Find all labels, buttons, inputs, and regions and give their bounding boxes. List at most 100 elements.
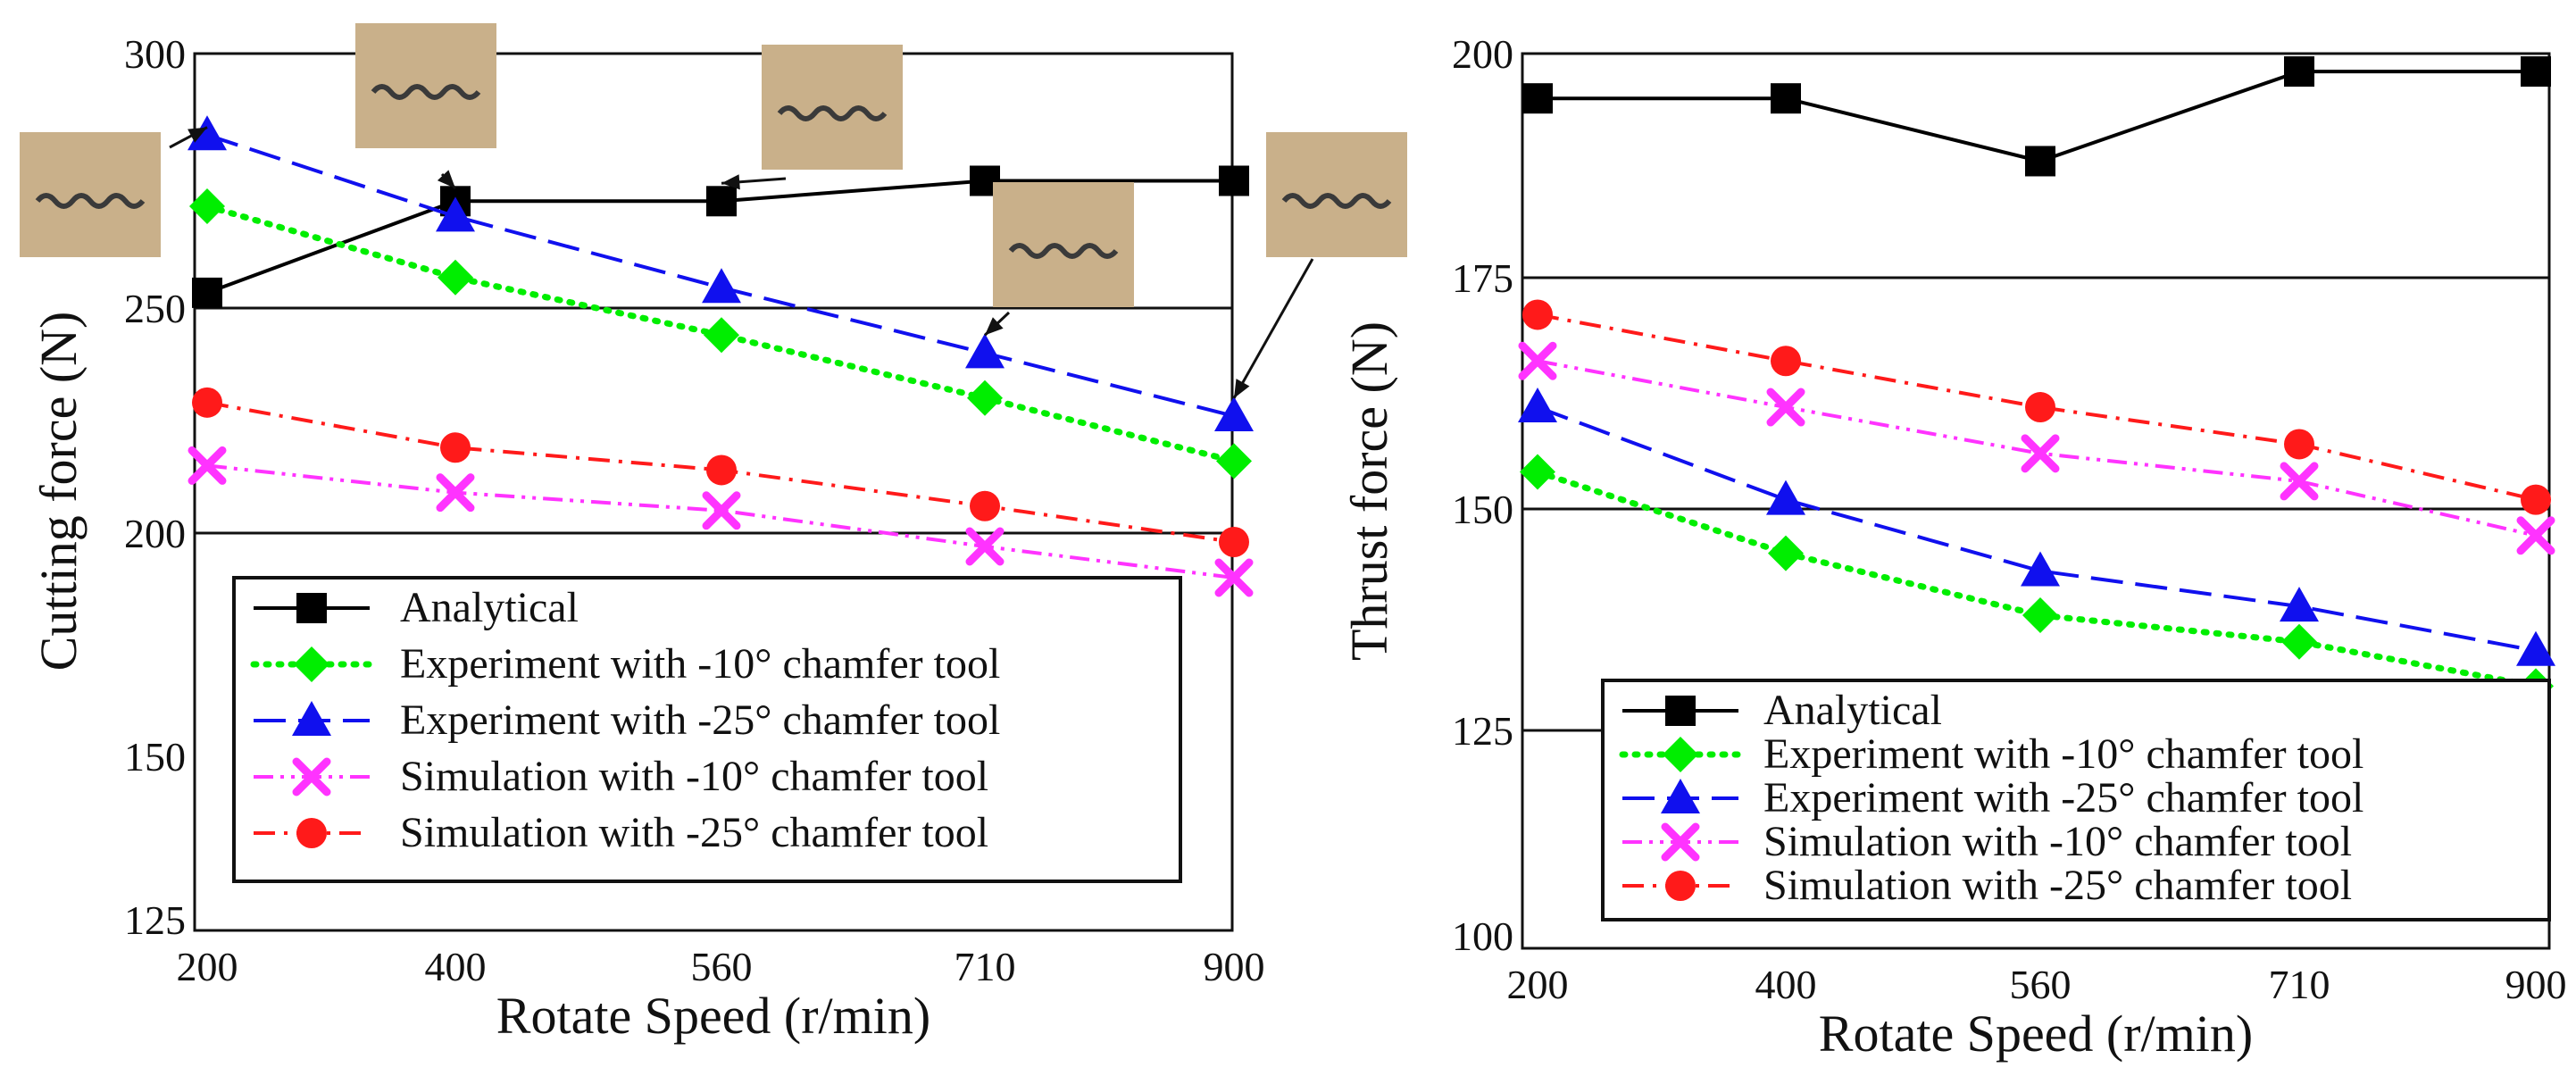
chip-pointer-arrowhead bbox=[1234, 379, 1250, 398]
data-point-analytical-900 bbox=[2521, 56, 2551, 88]
data-point-exp10-560 bbox=[704, 317, 739, 354]
data-point-analytical-200 bbox=[1522, 83, 1553, 114]
data-point-exp25-200 bbox=[1518, 388, 1557, 423]
legend-marker-exp25 bbox=[292, 701, 331, 736]
data-point-sim25-200 bbox=[1522, 299, 1553, 330]
data-point-sim25-710 bbox=[970, 490, 1000, 521]
y-tick-label: 125 bbox=[1452, 708, 1513, 754]
data-point-sim10-560 bbox=[702, 491, 741, 530]
y-axis-label: Cutting force (N) bbox=[29, 312, 88, 671]
data-point-exp10-400 bbox=[438, 259, 473, 296]
x-tick-label: 560 bbox=[691, 944, 753, 989]
legend-marker-sim10 bbox=[292, 757, 331, 796]
data-point-sim25-900 bbox=[1219, 527, 1249, 557]
chip-photo-560 bbox=[721, 45, 903, 190]
data-point-exp25-710 bbox=[965, 333, 1005, 369]
series-line-exp25 bbox=[1537, 405, 2537, 653]
data-point-sim10-200 bbox=[1518, 341, 1557, 380]
x-tick-label: 710 bbox=[955, 944, 1016, 989]
legend-marker-sim25 bbox=[296, 818, 327, 848]
y-axis-label: Thrust force (N) bbox=[1340, 321, 1398, 661]
data-point-exp25-400 bbox=[1766, 479, 1805, 515]
legend-label-exp10: Experiment with -10° chamfer tool bbox=[400, 640, 1000, 688]
chip-shape bbox=[1281, 193, 1392, 209]
x-tick-label: 200 bbox=[177, 944, 238, 989]
series-exp25 bbox=[188, 115, 1254, 431]
legend-marker-exp25 bbox=[1661, 779, 1700, 813]
legend-marker-analytical bbox=[296, 593, 327, 623]
data-point-exp25-560 bbox=[2021, 551, 2060, 587]
y-tick-label: 250 bbox=[124, 286, 186, 331]
data-point-analytical-560 bbox=[2025, 146, 2055, 177]
series-analytical bbox=[1522, 56, 2551, 177]
x-tick-label: 900 bbox=[2505, 962, 2567, 1007]
series-exp10 bbox=[1520, 454, 2554, 705]
data-point-sim10-710 bbox=[965, 527, 1005, 566]
x-tick-label: 710 bbox=[2269, 962, 2330, 1007]
data-point-sim10-200 bbox=[188, 446, 227, 485]
plot-frame bbox=[193, 52, 1234, 932]
y-tick-label: 100 bbox=[1452, 913, 1513, 959]
data-point-analytical-710 bbox=[2284, 56, 2314, 88]
data-point-exp10-710 bbox=[2281, 623, 2317, 660]
chip-pointer-arrowhead bbox=[721, 174, 740, 190]
series-exp25 bbox=[1518, 388, 2555, 666]
data-point-sim10-900 bbox=[1214, 558, 1254, 597]
series-sim25 bbox=[192, 387, 1249, 557]
x-axis-label: Rotate Speed (r/min) bbox=[1819, 1005, 2253, 1063]
chip-shape bbox=[777, 105, 888, 121]
x-tick-label: 560 bbox=[2010, 962, 2072, 1007]
data-point-exp10-400 bbox=[1768, 535, 1804, 571]
chart-panel-1: 125 150 200 250 300 200 400 560 710 900 Rotate Spe… bbox=[20, 23, 1407, 1045]
chip-photo-200 bbox=[20, 126, 208, 257]
chip-pointer-arrowhead bbox=[985, 317, 1004, 336]
legend-label-exp25: Experiment with -25° chamfer tool bbox=[1763, 774, 2363, 821]
chip-pointer-arrowhead bbox=[437, 170, 455, 188]
data-point-sim25-560 bbox=[706, 454, 737, 486]
chip-shape bbox=[35, 193, 146, 209]
data-point-sim10-400 bbox=[1766, 388, 1805, 427]
series-exp10 bbox=[189, 188, 1252, 479]
data-point-analytical-200 bbox=[192, 277, 222, 308]
data-point-exp25-710 bbox=[2280, 587, 2319, 622]
data-point-sim10-710 bbox=[2280, 462, 2319, 501]
chip-pointer-arrowhead bbox=[188, 127, 207, 143]
data-point-sim10-400 bbox=[436, 473, 475, 513]
chart-panel-2: 100 125 150 175 200 200 400 560 710 900 Rotate Spe… bbox=[1340, 31, 2567, 1063]
legend-marker-sim10 bbox=[1661, 822, 1700, 862]
data-point-exp10-710 bbox=[967, 379, 1003, 416]
chip-shape bbox=[371, 84, 481, 100]
chip-shape bbox=[1008, 243, 1119, 259]
data-point-sim25-900 bbox=[2521, 484, 2551, 515]
y-tick-label: 125 bbox=[124, 897, 186, 943]
y-tick-label: 150 bbox=[1452, 487, 1513, 532]
legend-label-analytical: Analytical bbox=[1763, 687, 1942, 734]
chip-photo-400 bbox=[355, 23, 496, 190]
data-point-sim10-900 bbox=[2516, 516, 2555, 555]
data-point-sim25-400 bbox=[1771, 346, 1801, 377]
data-point-sim25-710 bbox=[2284, 429, 2314, 460]
series-sim10 bbox=[188, 446, 1254, 597]
data-point-analytical-560 bbox=[706, 186, 737, 217]
legend-label-sim25: Simulation with -25° chamfer tool bbox=[1763, 862, 2352, 909]
data-point-exp25-900 bbox=[1214, 396, 1254, 431]
y-tick-label: 200 bbox=[124, 511, 186, 556]
x-tick-label: 400 bbox=[1755, 962, 1817, 1007]
legend-box bbox=[1601, 679, 2551, 921]
series-analytical bbox=[192, 165, 1249, 308]
y-tick-label: 150 bbox=[124, 734, 186, 780]
legend-label-exp10: Experiment with -10° chamfer tool bbox=[1763, 730, 2363, 778]
chip-photo-900 bbox=[1232, 132, 1407, 399]
legend-label-sim10: Simulation with -10° chamfer tool bbox=[400, 753, 988, 800]
series-sim10 bbox=[1518, 341, 2555, 555]
y-tick-label: 200 bbox=[1452, 31, 1513, 77]
chip-pointer-line bbox=[1232, 258, 1314, 399]
data-point-exp25-560 bbox=[702, 268, 741, 304]
x-tick-label: 400 bbox=[425, 944, 487, 989]
data-point-exp10-900 bbox=[1216, 443, 1252, 479]
data-point-sim25-200 bbox=[192, 387, 222, 418]
series-sim25 bbox=[1522, 299, 2551, 515]
data-point-exp10-560 bbox=[2022, 597, 2058, 634]
